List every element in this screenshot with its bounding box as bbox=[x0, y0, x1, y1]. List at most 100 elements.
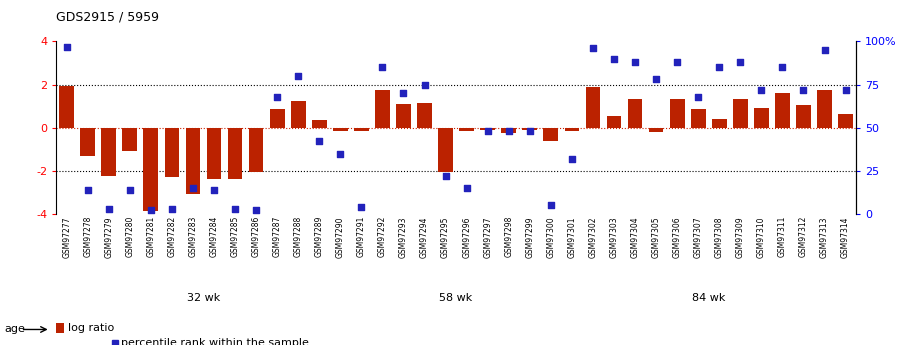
Point bbox=[206, 187, 221, 193]
Bar bbox=[606, 116, 622, 128]
Text: GSM97294: GSM97294 bbox=[420, 216, 429, 257]
Text: GSM97306: GSM97306 bbox=[672, 216, 681, 258]
Bar bbox=[333, 128, 348, 131]
Text: GSM97300: GSM97300 bbox=[547, 216, 556, 258]
Point bbox=[691, 94, 706, 99]
Point bbox=[270, 94, 284, 99]
Bar bbox=[459, 128, 474, 131]
Bar bbox=[544, 128, 558, 141]
Bar bbox=[775, 93, 790, 128]
Bar bbox=[59, 86, 74, 128]
Bar bbox=[796, 105, 811, 128]
Text: GSM97312: GSM97312 bbox=[799, 216, 808, 257]
Point bbox=[649, 77, 663, 82]
Text: GSM97291: GSM97291 bbox=[357, 216, 366, 257]
Bar bbox=[228, 128, 243, 179]
Text: GSM97290: GSM97290 bbox=[336, 216, 345, 257]
Text: GSM97301: GSM97301 bbox=[567, 216, 576, 257]
Point bbox=[249, 208, 263, 213]
Point bbox=[228, 206, 243, 211]
Point bbox=[376, 65, 390, 70]
Bar bbox=[144, 128, 158, 211]
Bar bbox=[733, 99, 748, 128]
Point bbox=[291, 73, 306, 79]
Bar bbox=[691, 109, 706, 128]
Point bbox=[776, 65, 790, 70]
Bar bbox=[291, 101, 306, 128]
Bar bbox=[522, 128, 538, 130]
Text: GSM97283: GSM97283 bbox=[188, 216, 197, 257]
Text: GSM97311: GSM97311 bbox=[778, 216, 787, 257]
Text: GSM97285: GSM97285 bbox=[231, 216, 240, 257]
Bar bbox=[649, 128, 663, 132]
Text: GSM97313: GSM97313 bbox=[820, 216, 829, 257]
Point bbox=[586, 46, 600, 51]
Point bbox=[796, 87, 811, 92]
Text: GSM97305: GSM97305 bbox=[652, 216, 661, 258]
Bar bbox=[81, 128, 95, 156]
Bar bbox=[438, 128, 453, 172]
Text: GSM97289: GSM97289 bbox=[315, 216, 324, 257]
Bar bbox=[122, 128, 138, 151]
Text: GSM97302: GSM97302 bbox=[588, 216, 597, 257]
Text: 84 wk: 84 wk bbox=[692, 294, 726, 303]
Text: GSM97279: GSM97279 bbox=[104, 216, 113, 257]
Bar bbox=[56, 323, 64, 333]
Point bbox=[460, 185, 474, 191]
Bar bbox=[628, 99, 643, 128]
Point bbox=[144, 208, 158, 213]
Bar bbox=[670, 99, 684, 128]
Point bbox=[312, 139, 327, 144]
Text: GSM97292: GSM97292 bbox=[378, 216, 387, 257]
Point bbox=[186, 185, 200, 191]
Bar bbox=[101, 128, 116, 176]
Text: 58 wk: 58 wk bbox=[440, 294, 472, 303]
Point bbox=[754, 87, 768, 92]
Bar bbox=[754, 108, 768, 128]
Text: GSM97298: GSM97298 bbox=[504, 216, 513, 257]
Text: GSM97307: GSM97307 bbox=[694, 216, 702, 258]
Point bbox=[417, 82, 432, 87]
Bar bbox=[375, 90, 390, 128]
Bar bbox=[270, 109, 284, 128]
Text: GSM97304: GSM97304 bbox=[631, 216, 640, 258]
Bar bbox=[501, 128, 516, 133]
Text: GDS2915 / 5959: GDS2915 / 5959 bbox=[56, 10, 159, 23]
Text: log ratio: log ratio bbox=[68, 323, 114, 333]
Point bbox=[733, 59, 748, 65]
Text: GSM97314: GSM97314 bbox=[841, 216, 850, 257]
Bar bbox=[565, 128, 579, 131]
Bar bbox=[586, 87, 600, 128]
Text: GSM97293: GSM97293 bbox=[399, 216, 408, 257]
Bar bbox=[417, 103, 432, 128]
Bar bbox=[396, 104, 411, 128]
Point bbox=[81, 187, 95, 193]
Point bbox=[481, 128, 495, 134]
Text: GSM97287: GSM97287 bbox=[272, 216, 281, 257]
Point bbox=[438, 173, 452, 179]
Text: GSM97282: GSM97282 bbox=[167, 216, 176, 257]
Point bbox=[101, 206, 116, 211]
Text: 32 wk: 32 wk bbox=[186, 294, 220, 303]
Point bbox=[712, 65, 727, 70]
Point bbox=[838, 87, 853, 92]
Text: GSM97303: GSM97303 bbox=[610, 216, 618, 258]
Text: GSM97310: GSM97310 bbox=[757, 216, 766, 257]
Bar bbox=[354, 128, 368, 131]
Text: GSM97278: GSM97278 bbox=[83, 216, 92, 257]
Point bbox=[544, 203, 558, 208]
Bar bbox=[165, 128, 179, 177]
Point bbox=[565, 156, 579, 161]
Text: GSM97281: GSM97281 bbox=[147, 216, 156, 257]
Text: GSM97308: GSM97308 bbox=[715, 216, 724, 257]
Point bbox=[628, 59, 643, 65]
Text: GSM97286: GSM97286 bbox=[252, 216, 261, 257]
Bar bbox=[817, 90, 832, 128]
Point bbox=[333, 151, 348, 156]
Point bbox=[122, 187, 137, 193]
Point bbox=[165, 206, 179, 211]
Point bbox=[817, 47, 832, 53]
Bar bbox=[312, 120, 327, 128]
Point bbox=[522, 128, 537, 134]
Point bbox=[606, 56, 621, 61]
